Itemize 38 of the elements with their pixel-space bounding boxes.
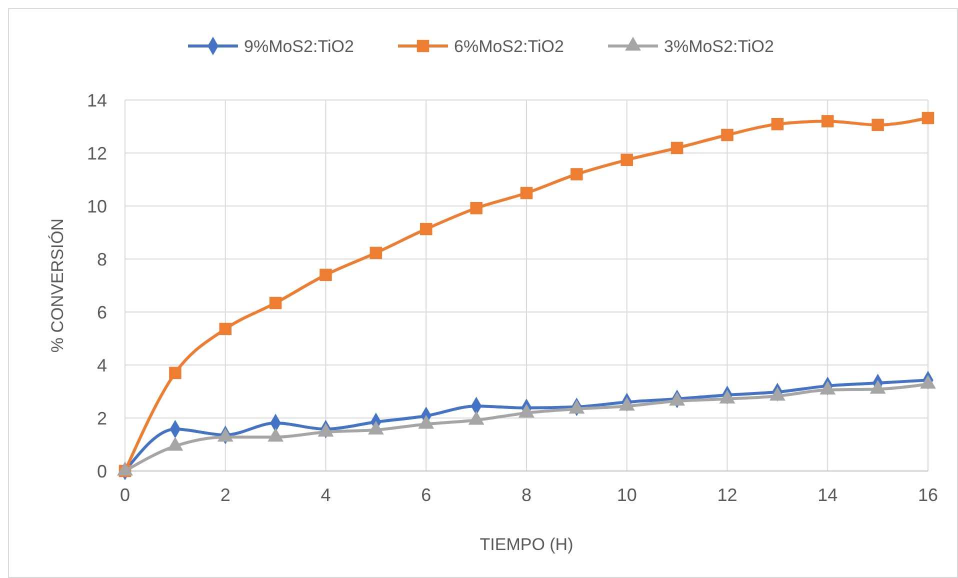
point [620,154,633,166]
point [370,246,382,260]
point [169,366,182,380]
y-tick-label: 14 [86,90,107,110]
legend-label: 9%MoS2:TiO2 [244,36,354,56]
y-axis-title: % CONVERSIÓN [48,218,67,353]
point [320,268,332,282]
point [721,128,734,142]
x-tick-label: 10 [616,485,637,505]
y-tick-label: 4 [96,355,107,376]
point [470,202,482,214]
point [822,115,834,128]
y-tick-label: 6 [96,302,107,322]
point [771,118,784,130]
point [670,142,684,154]
y-tick-label: 12 [86,143,107,164]
x-tick-label: 14 [818,485,838,505]
x-tick-label: 12 [717,485,738,505]
point [520,186,533,200]
point [872,118,884,132]
x-tick-label: 16 [918,485,938,505]
y-tick-label: 8 [96,249,107,270]
x-tick-label: 2 [220,485,230,505]
y-tick-label: 2 [96,408,107,428]
legend-label: 3%MoS2:TiO2 [664,36,774,56]
point [420,222,432,236]
x-tick-label: 4 [320,485,331,505]
point [269,296,282,310]
y-tick-label: 0 [96,461,107,482]
x-tick-label: 0 [120,485,130,505]
x-tick-label: 6 [421,485,432,505]
point [922,112,934,124]
x-axis-title: TIEMPO (H) [480,535,574,554]
point [570,168,583,180]
y-tick-label: 10 [86,196,107,216]
point [219,322,232,336]
legend-label: 6%MoS2:TiO2 [454,36,564,56]
x-tick-label: 8 [521,485,532,505]
